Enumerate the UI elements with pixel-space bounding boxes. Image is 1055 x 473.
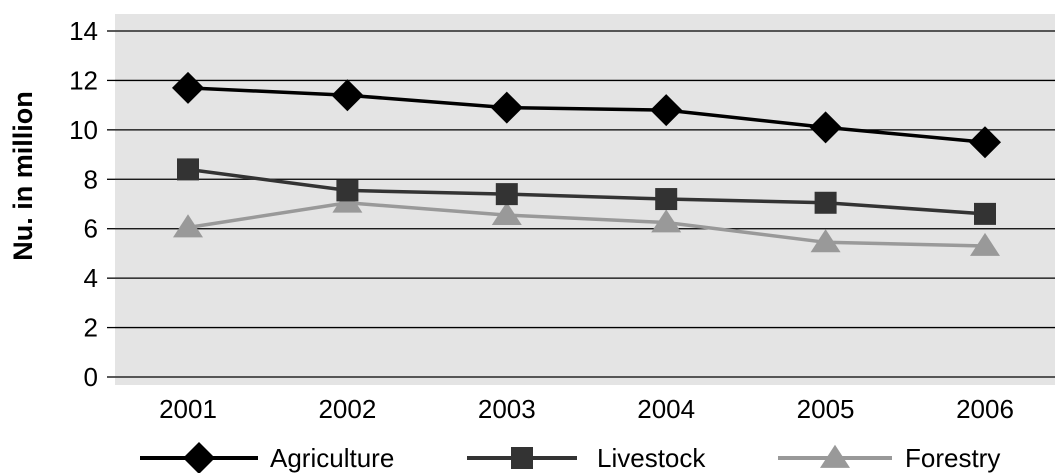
y-tick-label: 12 bbox=[69, 65, 98, 95]
livestock-line bbox=[187, 167, 986, 216]
series-livestock bbox=[177, 158, 996, 225]
y-tick-label: 4 bbox=[84, 263, 98, 293]
agriculture-point bbox=[650, 94, 683, 127]
agriculture-line bbox=[187, 86, 986, 144]
livestock-point bbox=[974, 202, 996, 225]
legend-marker bbox=[511, 447, 533, 469]
livestock-point bbox=[814, 191, 837, 214]
agriculture-point bbox=[969, 126, 1001, 159]
livestock-point bbox=[177, 158, 199, 181]
y-tick-label: 14 bbox=[69, 16, 98, 46]
legend-item-forestry: Forestry bbox=[778, 443, 1000, 473]
agriculture-point bbox=[809, 111, 842, 144]
forestry-point bbox=[651, 209, 682, 233]
x-tick-label: 2004 bbox=[637, 394, 695, 424]
y-tick-labels: 0 2 4 6 8 10 12 14 bbox=[69, 16, 98, 392]
x-tick-label: 2003 bbox=[478, 394, 536, 424]
y-tick-label: 2 bbox=[84, 313, 98, 343]
agriculture-point bbox=[331, 79, 364, 112]
livestock-point bbox=[336, 179, 359, 202]
legend-label: Livestock bbox=[597, 443, 706, 473]
livestock-point bbox=[655, 188, 678, 211]
forestry-line bbox=[187, 201, 986, 248]
legend: Agriculture Livestock Forestry bbox=[140, 442, 1000, 473]
legend-label: Forestry bbox=[905, 443, 1000, 473]
series-agriculture bbox=[172, 71, 1001, 159]
x-tick-labels: 2001 2002 2003 2004 2005 2006 bbox=[159, 394, 1014, 424]
x-tick-label: 2002 bbox=[318, 394, 376, 424]
legend-item-livestock: Livestock bbox=[467, 443, 706, 473]
forestry-point bbox=[970, 232, 1000, 256]
legend-marker bbox=[183, 442, 215, 473]
forestry-point bbox=[810, 229, 841, 253]
y-axis-title: Nu. in million bbox=[8, 91, 38, 261]
livestock-point bbox=[495, 183, 518, 206]
legend-marker bbox=[820, 444, 850, 468]
y-tick-label: 6 bbox=[84, 214, 98, 244]
y-tick-label: 8 bbox=[84, 164, 98, 194]
plot-background bbox=[115, 14, 1055, 385]
x-tick-label: 2001 bbox=[159, 394, 217, 424]
agriculture-point bbox=[490, 91, 523, 124]
series-layer bbox=[172, 71, 1001, 256]
legend-label: Agriculture bbox=[270, 443, 394, 473]
x-tick-label: 2006 bbox=[956, 394, 1014, 424]
x-tick-label: 2005 bbox=[797, 394, 855, 424]
forestry-point bbox=[491, 201, 522, 226]
y-tick-label: 0 bbox=[84, 362, 98, 392]
agriculture-point bbox=[172, 71, 204, 104]
gridlines bbox=[107, 30, 1055, 378]
legend-item-agriculture: Agriculture bbox=[140, 442, 394, 473]
y-tick-label: 10 bbox=[69, 115, 98, 145]
forestry-point bbox=[173, 214, 203, 238]
